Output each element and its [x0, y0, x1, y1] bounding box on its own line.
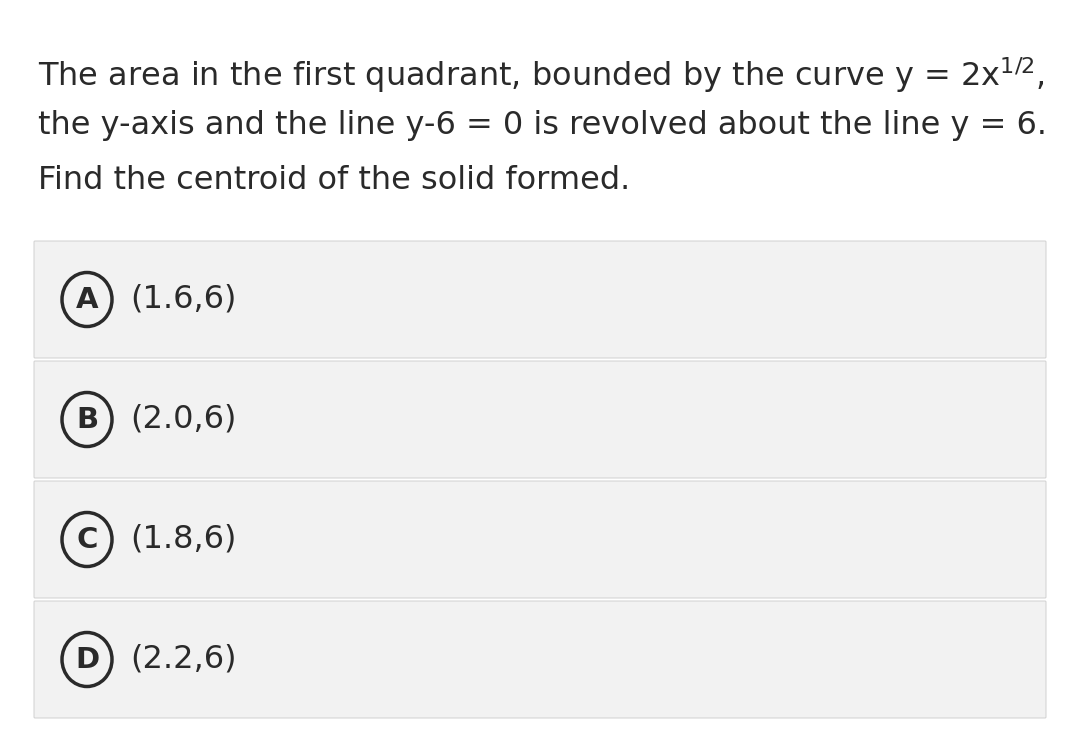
FancyBboxPatch shape	[33, 601, 1047, 718]
Text: B: B	[76, 405, 98, 434]
Text: (2.2,6): (2.2,6)	[130, 644, 237, 675]
Text: Find the centroid of the solid formed.: Find the centroid of the solid formed.	[38, 165, 631, 196]
FancyBboxPatch shape	[33, 241, 1047, 358]
Text: (2.0,6): (2.0,6)	[130, 404, 237, 435]
Text: (1.6,6): (1.6,6)	[130, 284, 237, 315]
Text: the y-axis and the line y-6 = 0 is revolved about the line y = 6.: the y-axis and the line y-6 = 0 is revol…	[38, 110, 1047, 141]
Text: D: D	[75, 645, 99, 673]
FancyBboxPatch shape	[33, 361, 1047, 478]
Text: The area in the first quadrant, bounded by the curve y = 2x$^{1/2}$,: The area in the first quadrant, bounded …	[38, 55, 1045, 95]
Text: C: C	[77, 525, 97, 554]
FancyBboxPatch shape	[33, 481, 1047, 598]
Text: (1.8,6): (1.8,6)	[130, 524, 237, 555]
Text: A: A	[76, 285, 98, 314]
